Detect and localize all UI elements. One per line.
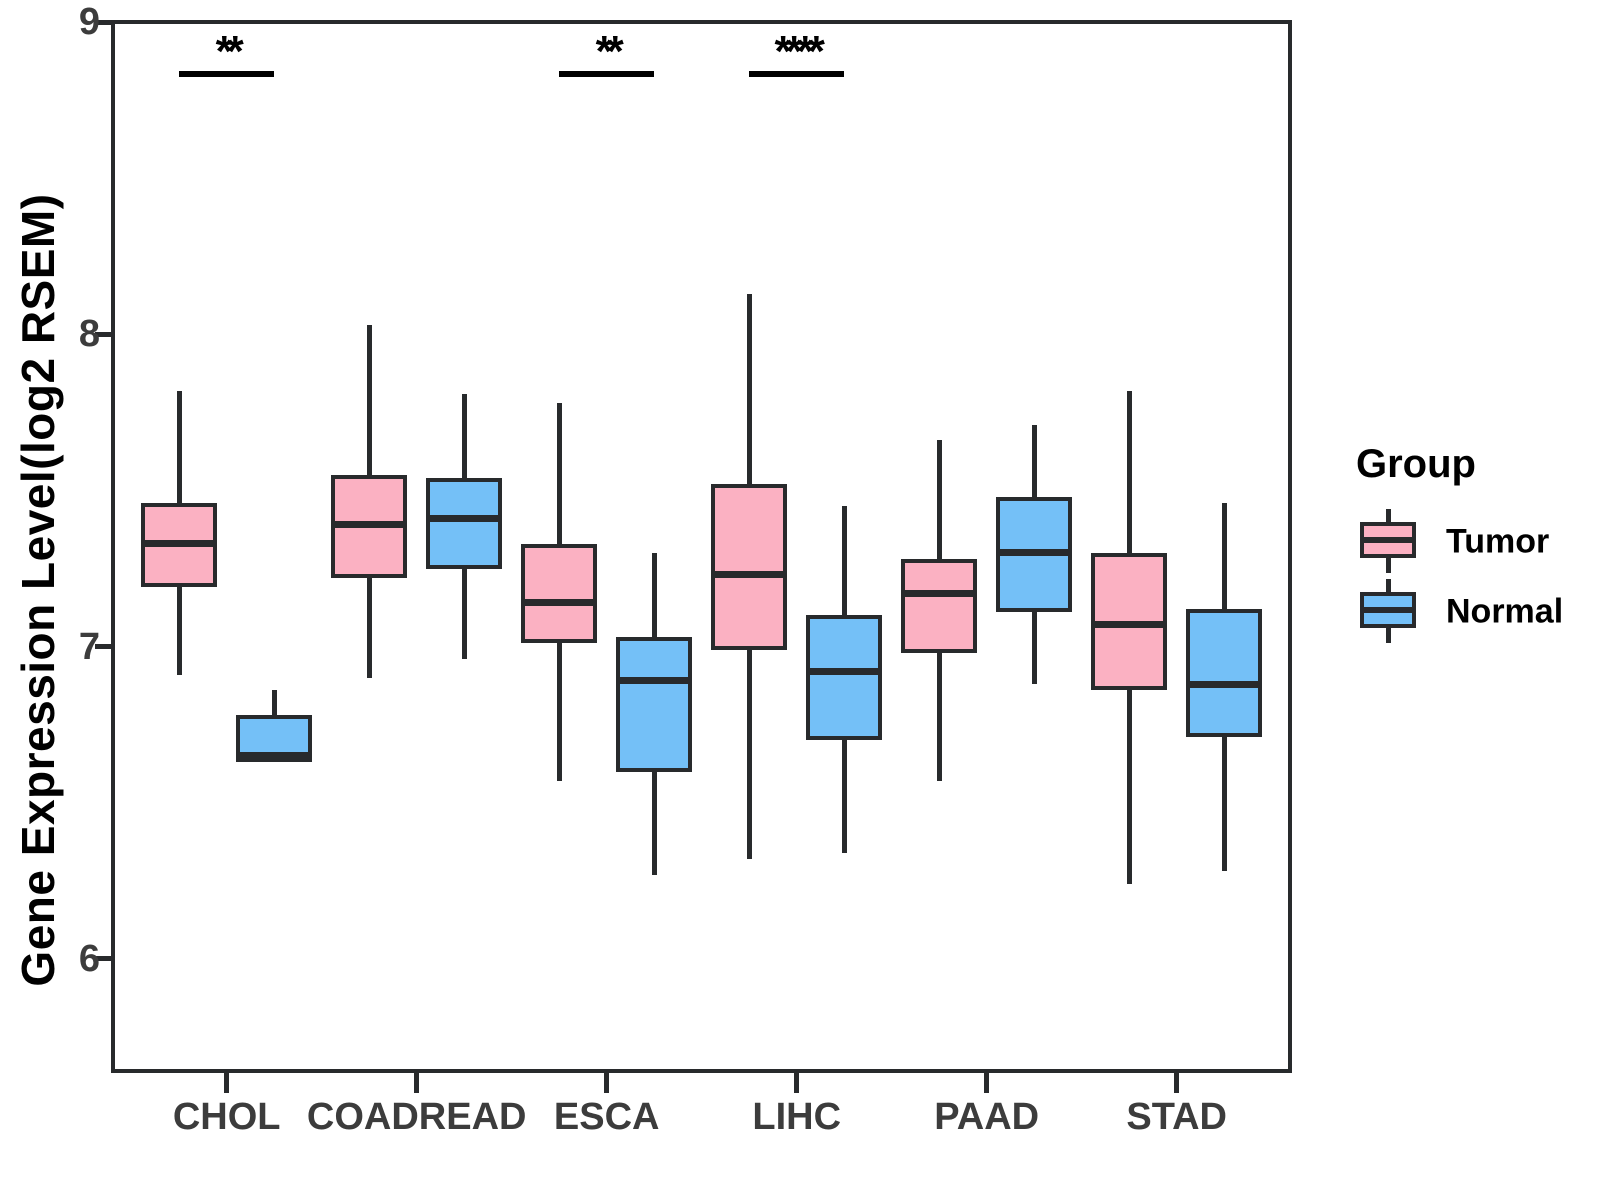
sig-bar-LIHC — [749, 71, 845, 77]
x-tick-label-STAD: STAD — [1126, 1096, 1227, 1138]
median-Tumor-ESCA — [521, 599, 598, 607]
legend-boxplot-glyph-Normal — [1360, 579, 1416, 643]
x-tick-label-ESCA: ESCA — [553, 1096, 660, 1138]
median-Tumor-LIHC — [711, 571, 788, 579]
glyph-whisker-bottom — [1386, 628, 1391, 643]
y-tick-7 — [95, 644, 111, 650]
median-Tumor-PAAD — [901, 590, 978, 597]
median-Normal-PAAD — [996, 549, 1073, 557]
legend-label-Normal: Normal — [1446, 592, 1564, 631]
legend-item-Tumor: Tumor — [1360, 509, 1590, 575]
median-Normal-CHOL — [236, 752, 313, 760]
legend-label-Tumor: Tumor — [1446, 522, 1550, 561]
legend-boxplot-glyph-Tumor — [1360, 509, 1416, 573]
median-Tumor-COADREAD — [331, 521, 408, 529]
median-Normal-STAD — [1186, 680, 1263, 688]
legend-item-Normal: Normal — [1360, 579, 1590, 645]
x-tick-label-LIHC: LIHC — [752, 1096, 842, 1138]
x-tick-label-PAAD: PAAD — [934, 1096, 1040, 1138]
y-tick-label-6: 6 — [78, 937, 100, 980]
median-Tumor-STAD — [1091, 621, 1168, 629]
median-Tumor-CHOL — [141, 540, 218, 548]
median-Normal-ESCA — [616, 677, 693, 685]
sig-stars-CHOL: ** — [215, 27, 244, 76]
glyph-whisker-top — [1386, 509, 1391, 522]
x-tick-CHOL — [224, 1073, 230, 1093]
median-Normal-LIHC — [806, 668, 883, 676]
glyph-whisker-bottom — [1386, 558, 1391, 573]
x-tick-label-CHOL: CHOL — [172, 1096, 281, 1138]
box-Normal-ESCA — [616, 637, 693, 772]
box-Normal-LIHC — [806, 615, 883, 741]
y-tick-label-7: 7 — [78, 625, 100, 668]
box-Tumor-ESCA — [521, 543, 598, 644]
plot-panel — [111, 20, 1292, 1073]
y-tick-label-9: 9 — [78, 1, 100, 43]
box-Tumor-LIHC — [711, 484, 788, 650]
box-Normal-STAD — [1186, 609, 1263, 738]
y-tick-9 — [95, 19, 111, 25]
legend: Group Tumor Normal — [1330, 440, 1590, 670]
box-Tumor-PAAD — [901, 559, 978, 653]
legend-title: Group — [1356, 442, 1476, 486]
x-tick-COADREAD — [414, 1073, 420, 1093]
x-tick-STAD — [1174, 1073, 1180, 1093]
glyph-whisker-top — [1386, 579, 1391, 592]
sig-stars-LIHC: **** — [774, 27, 825, 76]
x-tick-ESCA — [604, 1073, 610, 1093]
y-tick-8 — [95, 331, 111, 337]
glyph-median — [1360, 537, 1416, 543]
x-tick-label-COADREAD: COADREAD — [306, 1096, 527, 1138]
y-tick-label-8: 8 — [78, 313, 100, 356]
box-Normal-COADREAD — [426, 477, 503, 569]
x-tick-PAAD — [984, 1073, 990, 1093]
y-tick-6 — [95, 956, 111, 962]
glyph-median — [1360, 607, 1416, 613]
sig-bar-CHOL — [179, 71, 275, 77]
x-tick-LIHC — [794, 1073, 800, 1093]
sig-bar-ESCA — [559, 71, 655, 77]
median-Normal-COADREAD — [426, 515, 503, 523]
sig-stars-ESCA: ** — [595, 27, 624, 76]
